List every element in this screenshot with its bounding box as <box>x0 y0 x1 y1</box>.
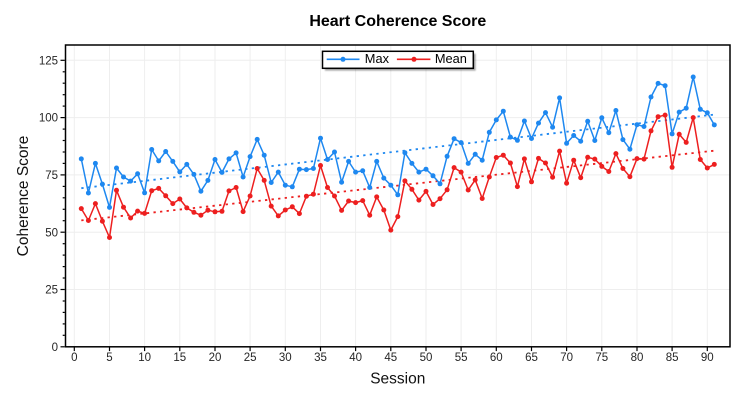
svg-text:50: 50 <box>420 352 433 364</box>
svg-text:100: 100 <box>39 113 58 125</box>
svg-text:Coherence Score: Coherence Score <box>15 136 32 257</box>
svg-text:35: 35 <box>314 352 327 364</box>
svg-text:0: 0 <box>52 342 58 354</box>
svg-text:Session: Session <box>370 371 425 388</box>
svg-text:50: 50 <box>45 227 58 239</box>
svg-text:90: 90 <box>701 352 714 364</box>
svg-text:5: 5 <box>106 352 112 364</box>
svg-text:25: 25 <box>45 285 58 297</box>
svg-text:Max: Max <box>365 51 390 66</box>
svg-text:25: 25 <box>244 352 257 364</box>
svg-text:45: 45 <box>384 352 397 364</box>
svg-text:30: 30 <box>279 352 292 364</box>
svg-text:75: 75 <box>595 352 608 364</box>
svg-text:125: 125 <box>39 55 58 67</box>
svg-text:0: 0 <box>71 352 77 364</box>
svg-text:10: 10 <box>138 352 151 364</box>
svg-text:65: 65 <box>525 352 538 364</box>
svg-text:40: 40 <box>349 352 362 364</box>
svg-text:15: 15 <box>173 352 186 364</box>
svg-text:20: 20 <box>209 352 222 364</box>
svg-text:55: 55 <box>455 352 468 364</box>
svg-text:70: 70 <box>560 352 573 364</box>
svg-text:80: 80 <box>631 352 644 364</box>
svg-text:Mean: Mean <box>435 51 467 66</box>
svg-text:85: 85 <box>666 352 679 364</box>
svg-text:60: 60 <box>490 352 503 364</box>
svg-text:75: 75 <box>45 170 58 182</box>
svg-text:Heart Coherence Score: Heart Coherence Score <box>309 13 486 30</box>
